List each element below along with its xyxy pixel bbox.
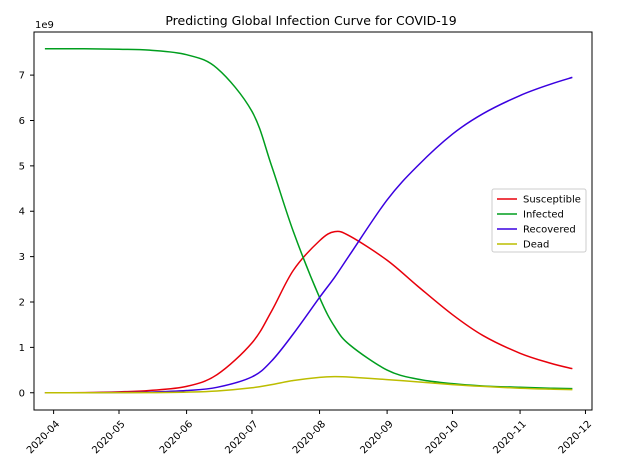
x-tick-label: 2020-06 bbox=[158, 419, 195, 456]
x-tick-label: 2020-07 bbox=[223, 419, 260, 456]
legend-box bbox=[491, 188, 587, 253]
y-tick-label: 1 bbox=[19, 343, 25, 354]
y-tick-label: 6 bbox=[19, 116, 25, 127]
legend-label-dead: Dead bbox=[523, 240, 549, 251]
y-tick-label: 4 bbox=[19, 207, 25, 218]
x-tick-label: 2020-05 bbox=[90, 419, 127, 456]
series-line-susceptible bbox=[44, 230, 573, 394]
legend-label-infected: Infected bbox=[523, 210, 564, 221]
x-tick-label: 2020-11 bbox=[491, 419, 528, 456]
y-tick-label: 0 bbox=[19, 388, 25, 399]
x-tick-label: 2020-04 bbox=[25, 419, 62, 456]
x-tick-label: 2020-10 bbox=[424, 419, 461, 456]
chart-title: Predicting Global Infection Curve for CO… bbox=[165, 13, 456, 28]
y-tick-label: 2 bbox=[19, 298, 25, 309]
x-tick-label: 2020-12 bbox=[557, 419, 594, 456]
y-tick-label: 3 bbox=[19, 252, 25, 263]
legend-label-susceptible: Susceptible bbox=[523, 195, 581, 206]
x-tick-label: 2020-09 bbox=[358, 419, 395, 456]
legend: Susceptible Infected Recovered Dead bbox=[491, 188, 587, 253]
x-axis: 2020-04 2020-05 2020-06 2020-07 2020-08 2020-… bbox=[25, 410, 594, 456]
series-lines bbox=[44, 48, 573, 394]
series-line-dead bbox=[44, 375, 573, 394]
y-tick-label: 7 bbox=[19, 71, 25, 82]
y-axis-multiplier: 1e9 bbox=[35, 20, 54, 31]
y-axis: 0 1 2 3 4 5 6 7 bbox=[19, 71, 34, 399]
x-tick-label: 2020-08 bbox=[291, 419, 328, 456]
y-tick-label: 5 bbox=[19, 161, 25, 172]
legend-label-recovered: Recovered bbox=[523, 225, 576, 236]
